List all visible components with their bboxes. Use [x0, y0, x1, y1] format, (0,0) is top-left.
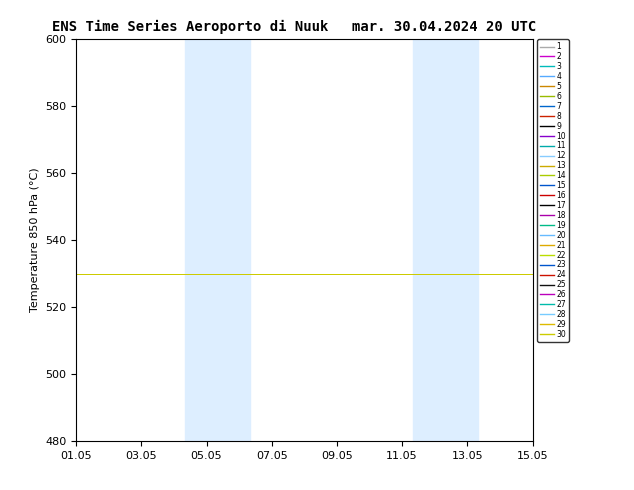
Text: ENS Time Series Aeroporto di Nuuk: ENS Time Series Aeroporto di Nuuk — [52, 20, 328, 34]
Legend: 1, 2, 3, 4, 5, 6, 7, 8, 9, 10, 11, 12, 13, 14, 15, 16, 17, 18, 19, 20, 21, 22, 2: 1, 2, 3, 4, 5, 6, 7, 8, 9, 10, 11, 12, 1… — [537, 39, 569, 342]
Y-axis label: Temperature 850 hPa (°C): Temperature 850 hPa (°C) — [30, 168, 39, 313]
Bar — [413, 39, 478, 441]
Text: mar. 30.04.2024 20 UTC: mar. 30.04.2024 20 UTC — [352, 20, 536, 34]
Bar — [184, 39, 250, 441]
